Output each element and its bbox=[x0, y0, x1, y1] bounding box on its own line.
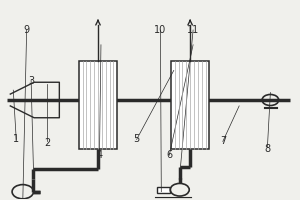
Bar bbox=[157, 187, 170, 193]
Text: 4: 4 bbox=[96, 150, 103, 160]
Text: 9: 9 bbox=[24, 25, 30, 35]
Text: 7: 7 bbox=[220, 136, 226, 146]
Text: 2: 2 bbox=[44, 138, 51, 148]
Text: 1: 1 bbox=[13, 134, 19, 144]
Text: 5: 5 bbox=[134, 134, 140, 144]
Text: 10: 10 bbox=[154, 25, 167, 35]
Bar bbox=[79, 61, 117, 149]
Bar bbox=[171, 61, 209, 149]
Text: 8: 8 bbox=[264, 144, 271, 154]
Text: 6: 6 bbox=[166, 150, 172, 160]
Text: 11: 11 bbox=[187, 25, 199, 35]
Text: 3: 3 bbox=[28, 76, 34, 86]
